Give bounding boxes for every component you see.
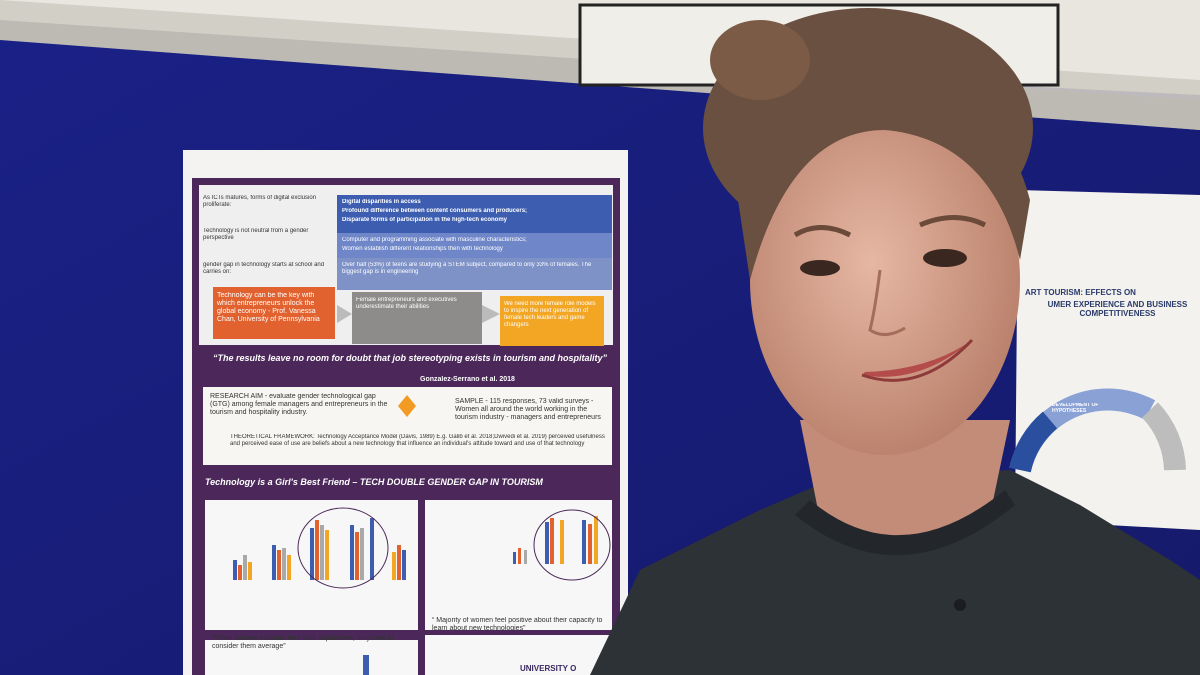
side-title: ART TOURISM: EFFECTS ON	[1025, 288, 1136, 297]
quote-source: Gonzalez-Serrano et al. 2018	[420, 376, 515, 383]
quote-box: Technology can be the key with which ent…	[217, 292, 320, 324]
quote-box: We need more female role models to inspi…	[504, 301, 596, 328]
sample: SAMPLE - 115 responses, 73 valid surveys…	[455, 398, 601, 422]
side-title: UMER EXPERIENCE AND BUSINESS COMPETITIVE…	[1047, 300, 1188, 319]
intro-label: As ICTs matures, forms of digital exclus…	[203, 195, 317, 208]
diagram-label: DEVELOPMENT OF HYPOTHESES	[1052, 403, 1099, 414]
box-item: Women establish different relationships …	[342, 246, 503, 252]
box-text: Over half (53%) of teens are studying a …	[342, 262, 592, 275]
poster-chart-bars	[233, 507, 611, 589]
main-quote: “The results leave no room for doubt tha…	[212, 353, 608, 363]
intro-label: gender gap in technology starts at schoo…	[203, 262, 325, 275]
framework: THEORETICAL FRAMEWORK: Technology Accept…	[230, 434, 605, 447]
section-title: Technology is a Girl's Best Friend – TEC…	[205, 477, 543, 487]
box-item: Digital disparities in access	[342, 199, 421, 205]
box-item: Profound difference between content cons…	[342, 208, 528, 214]
box-item: Computer and programming associate with …	[342, 237, 527, 243]
logo: UNIVERSITY O	[520, 664, 577, 673]
intro-label: Technology is not neutral from a gender …	[203, 228, 309, 241]
finding: “ Majority of women feel positive about …	[432, 617, 603, 633]
quote-box: Female entrepreneurs and executives unde…	[356, 297, 457, 310]
finding: “When women evaluate their tech capabili…	[212, 635, 394, 651]
box-item: Disparate forms of participation in the …	[342, 217, 508, 223]
research-aim: RESEARCH AIM - evaluate gender technolog…	[210, 393, 388, 417]
